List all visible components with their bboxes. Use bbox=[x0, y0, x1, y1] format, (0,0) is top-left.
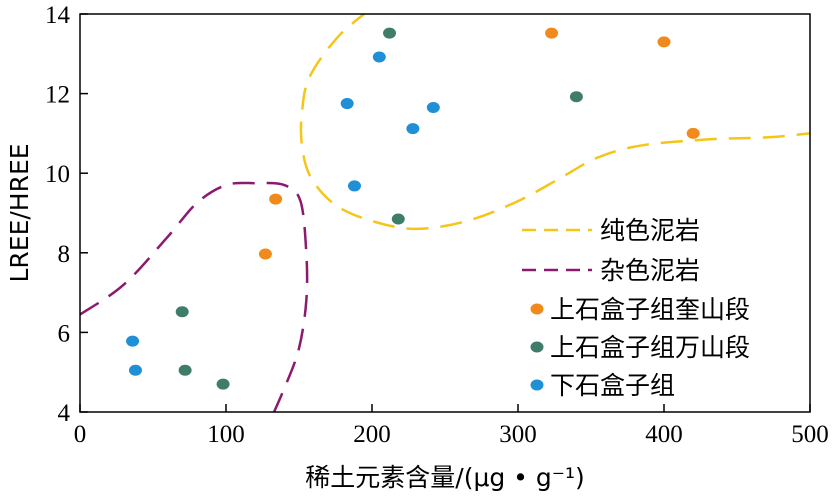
data-point-wanshan bbox=[391, 213, 405, 225]
data-point-kuishan bbox=[258, 248, 272, 260]
legend-marker-lower-shihezi bbox=[530, 379, 544, 391]
x-tick-label: 0 bbox=[74, 421, 87, 448]
axis-ticks: 0 100 200 300 400 500 4 6 8 10 12 14 bbox=[45, 2, 829, 448]
data-point-lower-shihezi bbox=[406, 123, 420, 135]
data-point-lower-shihezi bbox=[126, 335, 140, 347]
y-tick-label: 8 bbox=[58, 241, 71, 268]
data-point-wanshan bbox=[178, 364, 192, 376]
field-boundary-variegated-mudstone bbox=[80, 181, 309, 412]
field-boundary-pure-mudstone bbox=[299, 14, 810, 231]
data-point-lower-shihezi bbox=[372, 51, 386, 63]
y-axis-title: LREE/HREE bbox=[5, 143, 34, 282]
data-point-lower-shihezi bbox=[128, 364, 142, 376]
y-tick-label: 12 bbox=[45, 82, 70, 109]
x-tick-label: 500 bbox=[791, 421, 829, 448]
field-boundaries bbox=[80, 14, 810, 412]
data-point-lower-shihezi bbox=[340, 98, 354, 110]
x-tick-label: 400 bbox=[645, 421, 683, 448]
y-tick-label: 10 bbox=[45, 161, 70, 188]
data-point-wanshan bbox=[216, 378, 230, 390]
y-tick-label: 14 bbox=[45, 2, 71, 29]
legend-label-wanshan: 上石盒子组万山段 bbox=[550, 333, 750, 362]
legend-label-pure-mudstone: 纯色泥岩 bbox=[600, 216, 700, 245]
legend-label-variegated-mudstone: 杂色泥岩 bbox=[600, 256, 700, 285]
legend-label-kuishan: 上石盒子组奎山段 bbox=[550, 295, 750, 324]
data-point-kuishan bbox=[657, 36, 671, 48]
plot-frame bbox=[79, 13, 811, 413]
data-point-lower-shihezi bbox=[347, 180, 361, 192]
x-axis-title: 稀土元素含量/(μg • g⁻¹) bbox=[305, 463, 584, 492]
data-point-wanshan bbox=[383, 27, 397, 39]
legend: 纯色泥岩 杂色泥岩 上石盒子组奎山段 上石盒子组万山段 下石盒子组 bbox=[522, 216, 750, 400]
data-point-lower-shihezi bbox=[426, 102, 440, 114]
x-tick-label: 300 bbox=[499, 421, 537, 448]
data-point-kuishan bbox=[269, 193, 283, 205]
y-tick-label: 6 bbox=[58, 320, 71, 347]
data-point-kuishan bbox=[545, 27, 559, 39]
data-point-wanshan bbox=[175, 306, 189, 318]
data-point-wanshan bbox=[569, 91, 583, 103]
legend-marker-wanshan bbox=[530, 341, 544, 353]
data-point-kuishan bbox=[686, 127, 700, 139]
legend-label-lower-shihezi: 下石盒子组 bbox=[550, 371, 675, 400]
data-points bbox=[126, 27, 700, 390]
x-tick-label: 100 bbox=[207, 421, 245, 448]
y-tick-label: 4 bbox=[58, 400, 71, 427]
x-tick-label: 200 bbox=[353, 421, 391, 448]
legend-marker-kuishan bbox=[530, 303, 544, 315]
